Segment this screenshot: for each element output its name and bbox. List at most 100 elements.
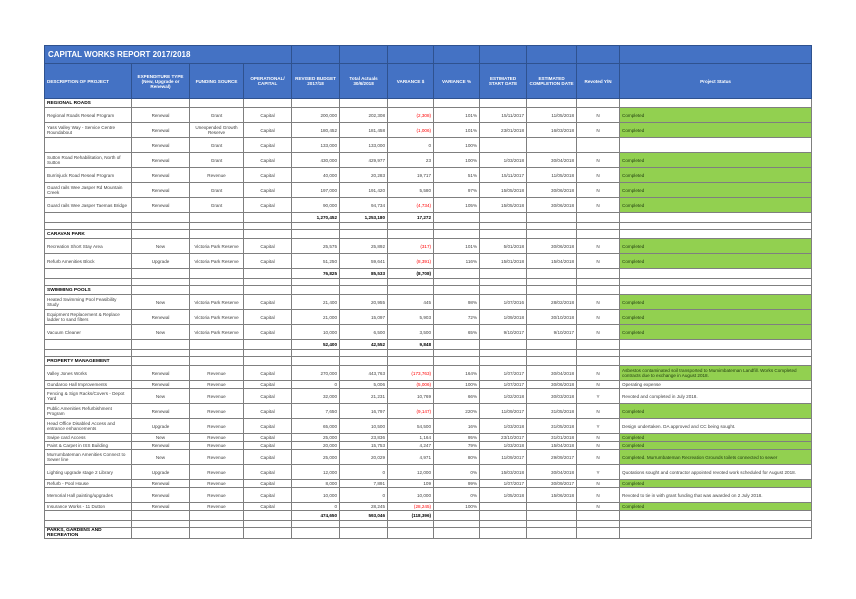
- cell-actual: 15,097: [339, 309, 389, 325]
- cell-actual: 25,892: [339, 238, 389, 254]
- empty-cell: [44, 278, 132, 286]
- empty-cell: [387, 285, 435, 295]
- cell-desc: Insurance Works - 11 Dutton: [44, 502, 132, 511]
- cell-op: Capital: [242, 487, 293, 503]
- cell-type: Upgrade: [131, 418, 190, 434]
- header-row: DESCRIPTION OF PROJECT EXPENDITURE TYPE (…: [44, 63, 813, 99]
- empty-cell: [433, 520, 481, 528]
- cell-rev: N: [576, 309, 621, 325]
- cell-fund: Revenue: [189, 441, 244, 450]
- empty-cell: [619, 229, 813, 239]
- cell-op: Capital: [242, 441, 293, 450]
- empty-cell: [526, 520, 578, 528]
- cell-rev: N: [576, 449, 621, 465]
- empty-cell: [479, 356, 528, 366]
- cell-actual: 59,641: [339, 253, 389, 269]
- cell-start: 1/07/2017: [479, 365, 528, 381]
- cell-op: Capital: [242, 479, 293, 488]
- cell-actual: 10,500: [339, 418, 389, 434]
- title-row: CAPITAL WORKS REPORT 2017/2018: [43, 45, 813, 64]
- cell-type: Renewal: [131, 502, 190, 511]
- cell-fund: Victoria Park Reserve: [189, 324, 244, 340]
- empty-cell: [576, 268, 621, 279]
- cell-desc: Equipment Replacement & Replace ladder t…: [44, 309, 132, 325]
- cell-type: Renewal: [131, 403, 190, 419]
- table-row: Paint & Carpet in ISS Building Renewal Rev…: [44, 441, 813, 450]
- cell-type: New: [131, 238, 190, 254]
- report-table: CAPITAL WORKS REPORT 2017/2018 DESCRIPTIO…: [43, 45, 813, 539]
- total-cell: (8,708): [387, 268, 435, 279]
- empty-cell: [339, 229, 389, 239]
- cell-fund: Victoria Park Reserve: [189, 309, 244, 325]
- cell-budget: 21,000: [291, 309, 341, 325]
- cell-op: Capital: [242, 167, 293, 183]
- empty-cell: [479, 349, 528, 357]
- cell-desc: [44, 137, 132, 153]
- cell-fund: Revenue: [189, 502, 244, 511]
- empty-cell: [339, 356, 389, 366]
- empty-cell: [576, 349, 621, 357]
- cell-end: 16/03/2018: [526, 122, 578, 138]
- cell-end: 31/05/2018: [526, 418, 578, 434]
- empty-cell: [619, 356, 813, 366]
- cell-actual: 6,500: [339, 324, 389, 340]
- cell-start: 11/09/2017: [479, 403, 528, 419]
- empty-cell: [339, 285, 389, 295]
- cell-var: 54,500: [387, 418, 435, 434]
- cell-start: 1/05/2018: [479, 487, 528, 503]
- empty-cell: [291, 98, 341, 108]
- cell-budget: 25,575: [291, 238, 341, 254]
- cell-status: Completed: [619, 122, 813, 138]
- empty-cell: [619, 268, 813, 279]
- empty-cell: [433, 349, 481, 357]
- cell-end: 9/10/2017: [526, 324, 578, 340]
- empty-cell: [387, 527, 435, 539]
- cell-desc: Lighting upgrade stage 2 Library: [44, 464, 132, 480]
- cell-actual: 20,029: [339, 449, 389, 465]
- cell-var: 0: [387, 137, 435, 153]
- table-row: Public Amenities Refurbishment Program Re…: [44, 403, 813, 419]
- total-cell: 76,825: [291, 268, 341, 279]
- cell-fund: Victoria Park Reserve: [189, 238, 244, 254]
- total-cell: 85,533: [339, 268, 389, 279]
- cell-var: (173,763): [387, 365, 435, 381]
- section-title: PARKS, GARDENS AND RECREATION: [44, 527, 132, 539]
- table-row: Guard rails Wee Jasper Taemas Bridge Rene…: [44, 197, 813, 213]
- empty-cell: [242, 212, 293, 223]
- cell-status: Completed: [619, 502, 813, 511]
- cell-actual: 202,308: [339, 107, 389, 123]
- empty-cell: [339, 349, 389, 357]
- cell-desc: Refurb - Pool House: [44, 479, 132, 488]
- cell-actual: 28,245: [339, 502, 389, 511]
- cell-pct: 101%: [433, 238, 481, 254]
- cell-budget: 51,250: [291, 253, 341, 269]
- cell-type: Renewal: [131, 309, 190, 325]
- cell-var: (8,391): [387, 253, 435, 269]
- cell-fund: Revenue: [189, 167, 244, 183]
- cell-start: 15/11/2017: [479, 107, 528, 123]
- cell-status: Completed: [619, 253, 813, 269]
- empty-cell: [189, 222, 244, 230]
- cell-start: 15/05/2018: [479, 182, 528, 198]
- cell-rev: N: [576, 253, 621, 269]
- cell-start: 15/01/2018: [479, 253, 528, 269]
- cell-var: 445: [387, 294, 435, 310]
- cell-var: (4,734): [387, 197, 435, 213]
- column-header: REVISED BUDGET 2017/18: [291, 63, 341, 99]
- cell-op: Capital: [242, 418, 293, 434]
- cell-start: 11/09/2017: [479, 449, 528, 465]
- empty-cell: [131, 510, 190, 521]
- cell-desc: Memorial Hall painting/upgrades: [44, 487, 132, 503]
- spacer-row: [44, 278, 813, 286]
- empty-cell: [189, 278, 244, 286]
- empty-cell: [242, 268, 293, 279]
- section-header: PROPERTY MANAGEMENT: [44, 356, 813, 366]
- cell-actual: 7,891: [339, 479, 389, 488]
- section-total-row: 474,650 593,046 (118,396): [44, 510, 813, 521]
- cell-var: (9,147): [387, 403, 435, 419]
- cell-op: Capital: [242, 433, 293, 442]
- cell-rev: N: [576, 238, 621, 254]
- cell-pct: 97%: [433, 182, 481, 198]
- cell-budget: 32,000: [291, 388, 341, 404]
- empty-cell: [433, 356, 481, 366]
